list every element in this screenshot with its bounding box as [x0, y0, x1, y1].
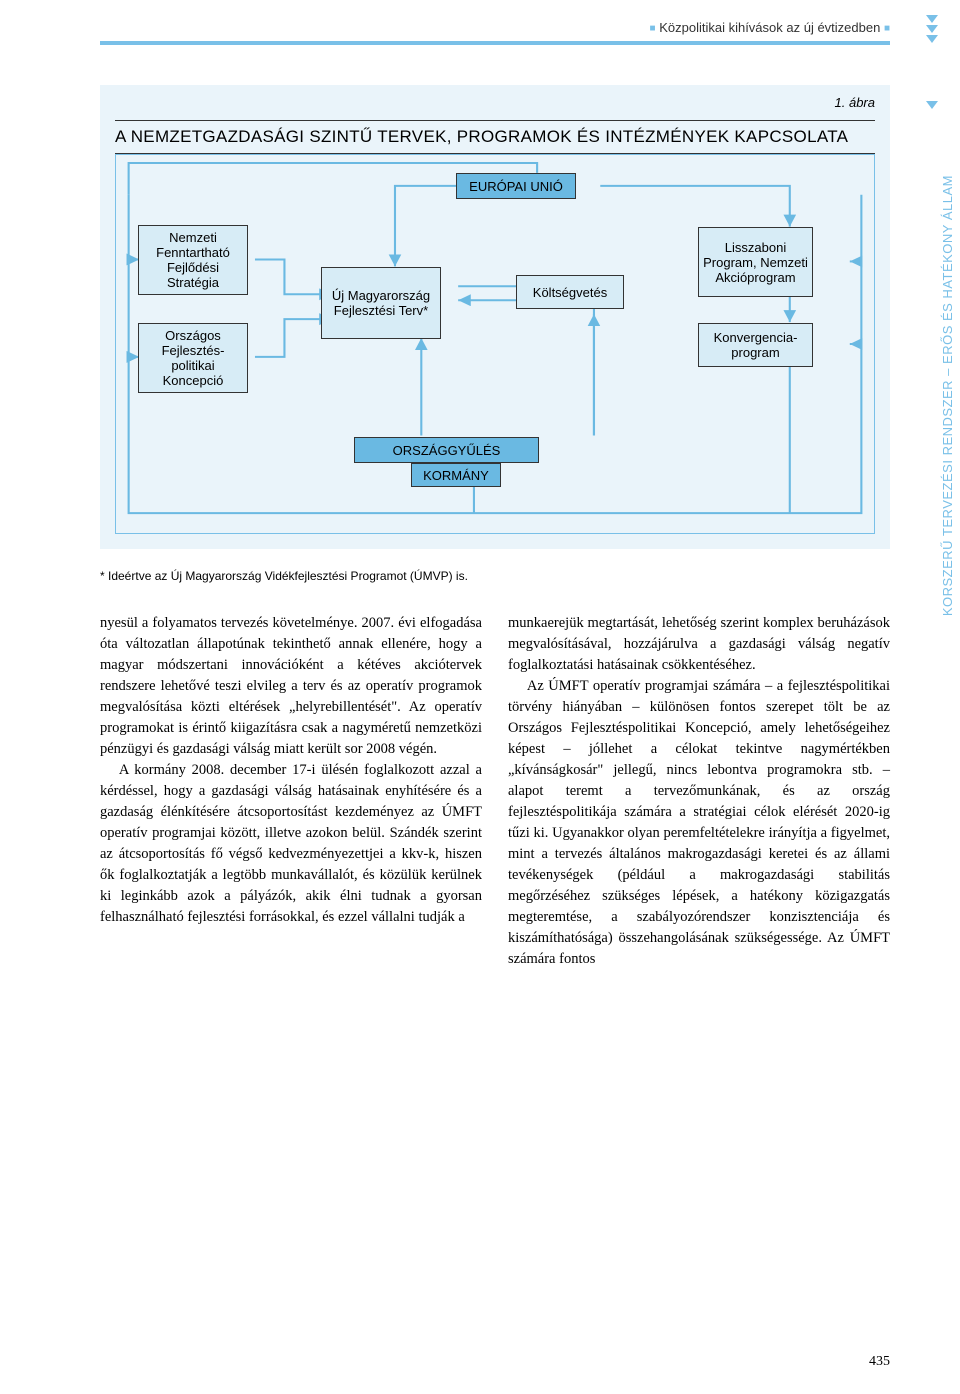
node-kormany: KORMÁNY	[411, 463, 501, 487]
running-header: ■ Közpolitikai kihívások az új évtizedbe…	[100, 20, 890, 35]
side-vertical-text: KORSZERŰ TERVEZÉSI RENDSZER – ERŐS ÉS HA…	[940, 175, 955, 616]
left-square-ornament: ■	[650, 23, 656, 34]
figure-number: 1. ábra	[835, 95, 875, 110]
node-koltsegvetes: Költségvetés	[516, 275, 624, 309]
body-col-right: munkaerejük megtartását, lehetőség szeri…	[508, 613, 890, 970]
node-umft: Új Magyarország Fejlesztési Terv*	[321, 267, 441, 339]
node-ofpk: Országos Fejlesztés-politikai Koncepció	[138, 323, 248, 393]
figure-container: KORSZERŰ TERVEZÉSI RENDSZER – ERŐS ÉS HA…	[100, 85, 890, 549]
node-orszaggyules: ORSZÁGGYŰLÉS	[354, 437, 539, 463]
node-eu: EURÓPAI UNIÓ	[456, 173, 576, 199]
figure-title: A NEMZETGAZDASÁGI SZINTŰ TERVEK, PROGRAM…	[115, 127, 875, 147]
right-square-ornament: ■	[884, 23, 890, 34]
body-col-left: nyesül a folyamatos tervezés követelmény…	[100, 613, 482, 970]
figure-footnote: * Ideértve az Új Magyarország Vidékfejle…	[100, 569, 890, 583]
running-title-text: Közpolitikai kihívások az új évtizedben	[659, 20, 880, 35]
side-triangle-ornament-bottom	[926, 101, 938, 109]
node-nffs: Nemzeti Fenntartható Fejlődési Stratégia	[138, 225, 248, 295]
page-number: 435	[869, 1354, 890, 1370]
node-lisszaboni: Lisszaboni Program, Nemzeti Akcióprogram	[698, 227, 813, 297]
diagram-area: EURÓPAI UNIÓ Nemzeti Fenntartható Fejlőd…	[115, 154, 875, 534]
top-rule	[100, 41, 890, 45]
node-konvergencia: Konvergencia-program	[698, 323, 813, 367]
body-columns: nyesül a folyamatos tervezés követelmény…	[100, 613, 890, 970]
side-triangle-ornament-top	[926, 15, 938, 43]
